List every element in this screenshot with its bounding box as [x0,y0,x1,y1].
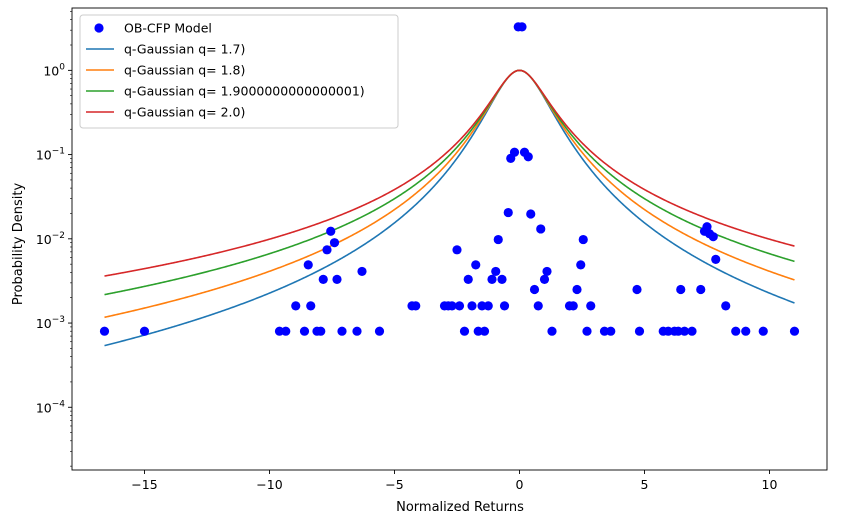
scatter-point [741,326,751,336]
scatter-point [447,301,457,311]
scatter-point [721,301,731,311]
series-line [104,69,795,277]
x-tick-label: −5 [385,477,403,492]
scatter-point [316,326,326,336]
scatter-point [632,284,642,295]
scatter-point [497,274,507,284]
x-tick-label: 10 [762,477,778,492]
scatter-point [679,326,690,336]
y-tick-label: 100 [43,62,65,78]
scatter-point [357,266,367,277]
scatter-point [463,274,473,284]
scatter-point [789,326,800,336]
x-tick-label: 0 [516,477,524,492]
scatter-point [493,234,503,245]
scatter-point [676,284,686,295]
legend-entry: q-Gaussian q= 1.8) [124,63,245,78]
x-axis: −15 −10 −5 0 5 10 [131,470,777,492]
y-axis: 10−4 10−3 10−2 10−1 100 [36,11,72,467]
scatter-point [523,152,533,162]
scatter-point [509,147,520,157]
scatter-point [483,301,493,311]
y-tick-label: 10−4 [36,399,65,415]
scatter-point [332,274,342,284]
scatter-point [526,209,536,219]
scatter-point [578,234,588,245]
scatter-point [329,238,340,248]
scatter-point [499,301,510,311]
scatter-point [687,326,697,336]
legend-marker [94,23,104,33]
x-tick-label: −15 [131,477,157,492]
legend-box [79,14,399,129]
scatter-point [529,284,540,295]
scatter-point [411,301,421,311]
legend-entry: OB-CFP Model [124,21,212,36]
scatter-point [539,274,550,284]
scatter-point [318,274,328,284]
scatter-point [479,326,490,336]
legend-entry: q-Gaussian q= 2.0) [124,105,245,120]
scatter-point [702,222,712,232]
y-tick-label: 10−2 [36,231,65,247]
y-axis-label: Probability Density [11,183,26,306]
scatter-point [708,232,718,242]
scatter-point [99,326,110,336]
scatter-point [547,326,557,336]
scatter-point [542,266,552,277]
scatter-point [374,326,385,336]
scatter-point [291,301,301,311]
scatter-point [533,301,543,311]
q-gaussian-curves [104,69,795,347]
scatter-point [606,326,616,336]
x-tick-label: −10 [256,477,282,492]
scatter-point [459,326,470,336]
legend-entry: q-Gaussian q= 1.7) [124,42,245,57]
scatter-point [303,260,313,270]
scatter-point [517,22,527,32]
scatter-point [536,224,546,234]
scatter-point [758,326,768,336]
scatter-point [299,326,310,336]
scatter-point [568,301,578,311]
scatter-point [337,326,347,336]
series-line [104,69,795,296]
scatter-point [731,326,741,336]
scatter-point [576,260,586,270]
scatter-point [487,274,497,284]
scatter-point [454,301,465,311]
scatter-point [572,284,582,295]
legend-entry: q-Gaussian q= 1.9000000000000001) [124,84,365,99]
scatter-points [99,22,800,336]
scatter-point [352,326,362,336]
scatter-point [491,266,501,277]
scatter-point [306,301,316,311]
series-line [104,69,795,347]
scatter-point [634,326,645,336]
x-axis-label: Normalized Returns [396,500,524,515]
y-tick-label: 10−3 [36,315,65,331]
series-line [104,69,795,319]
legend: OB-CFP Model q-Gaussian q= 1.7) q-Gaussian… [79,14,399,129]
scatter-point [503,207,513,218]
scatter-point [139,326,150,336]
y-tick-label: 10−1 [36,147,65,163]
scatter-point [281,326,291,336]
scatter-point [467,301,477,311]
scatter-point [471,260,481,270]
scatter-point [586,301,596,311]
scatter-point [326,226,336,236]
scatter-point [696,284,706,295]
scatter-point [711,254,721,264]
scatter-point [322,245,332,255]
scatter-point [582,326,592,336]
scatter-point [452,245,462,255]
x-tick-label: 5 [641,477,649,492]
